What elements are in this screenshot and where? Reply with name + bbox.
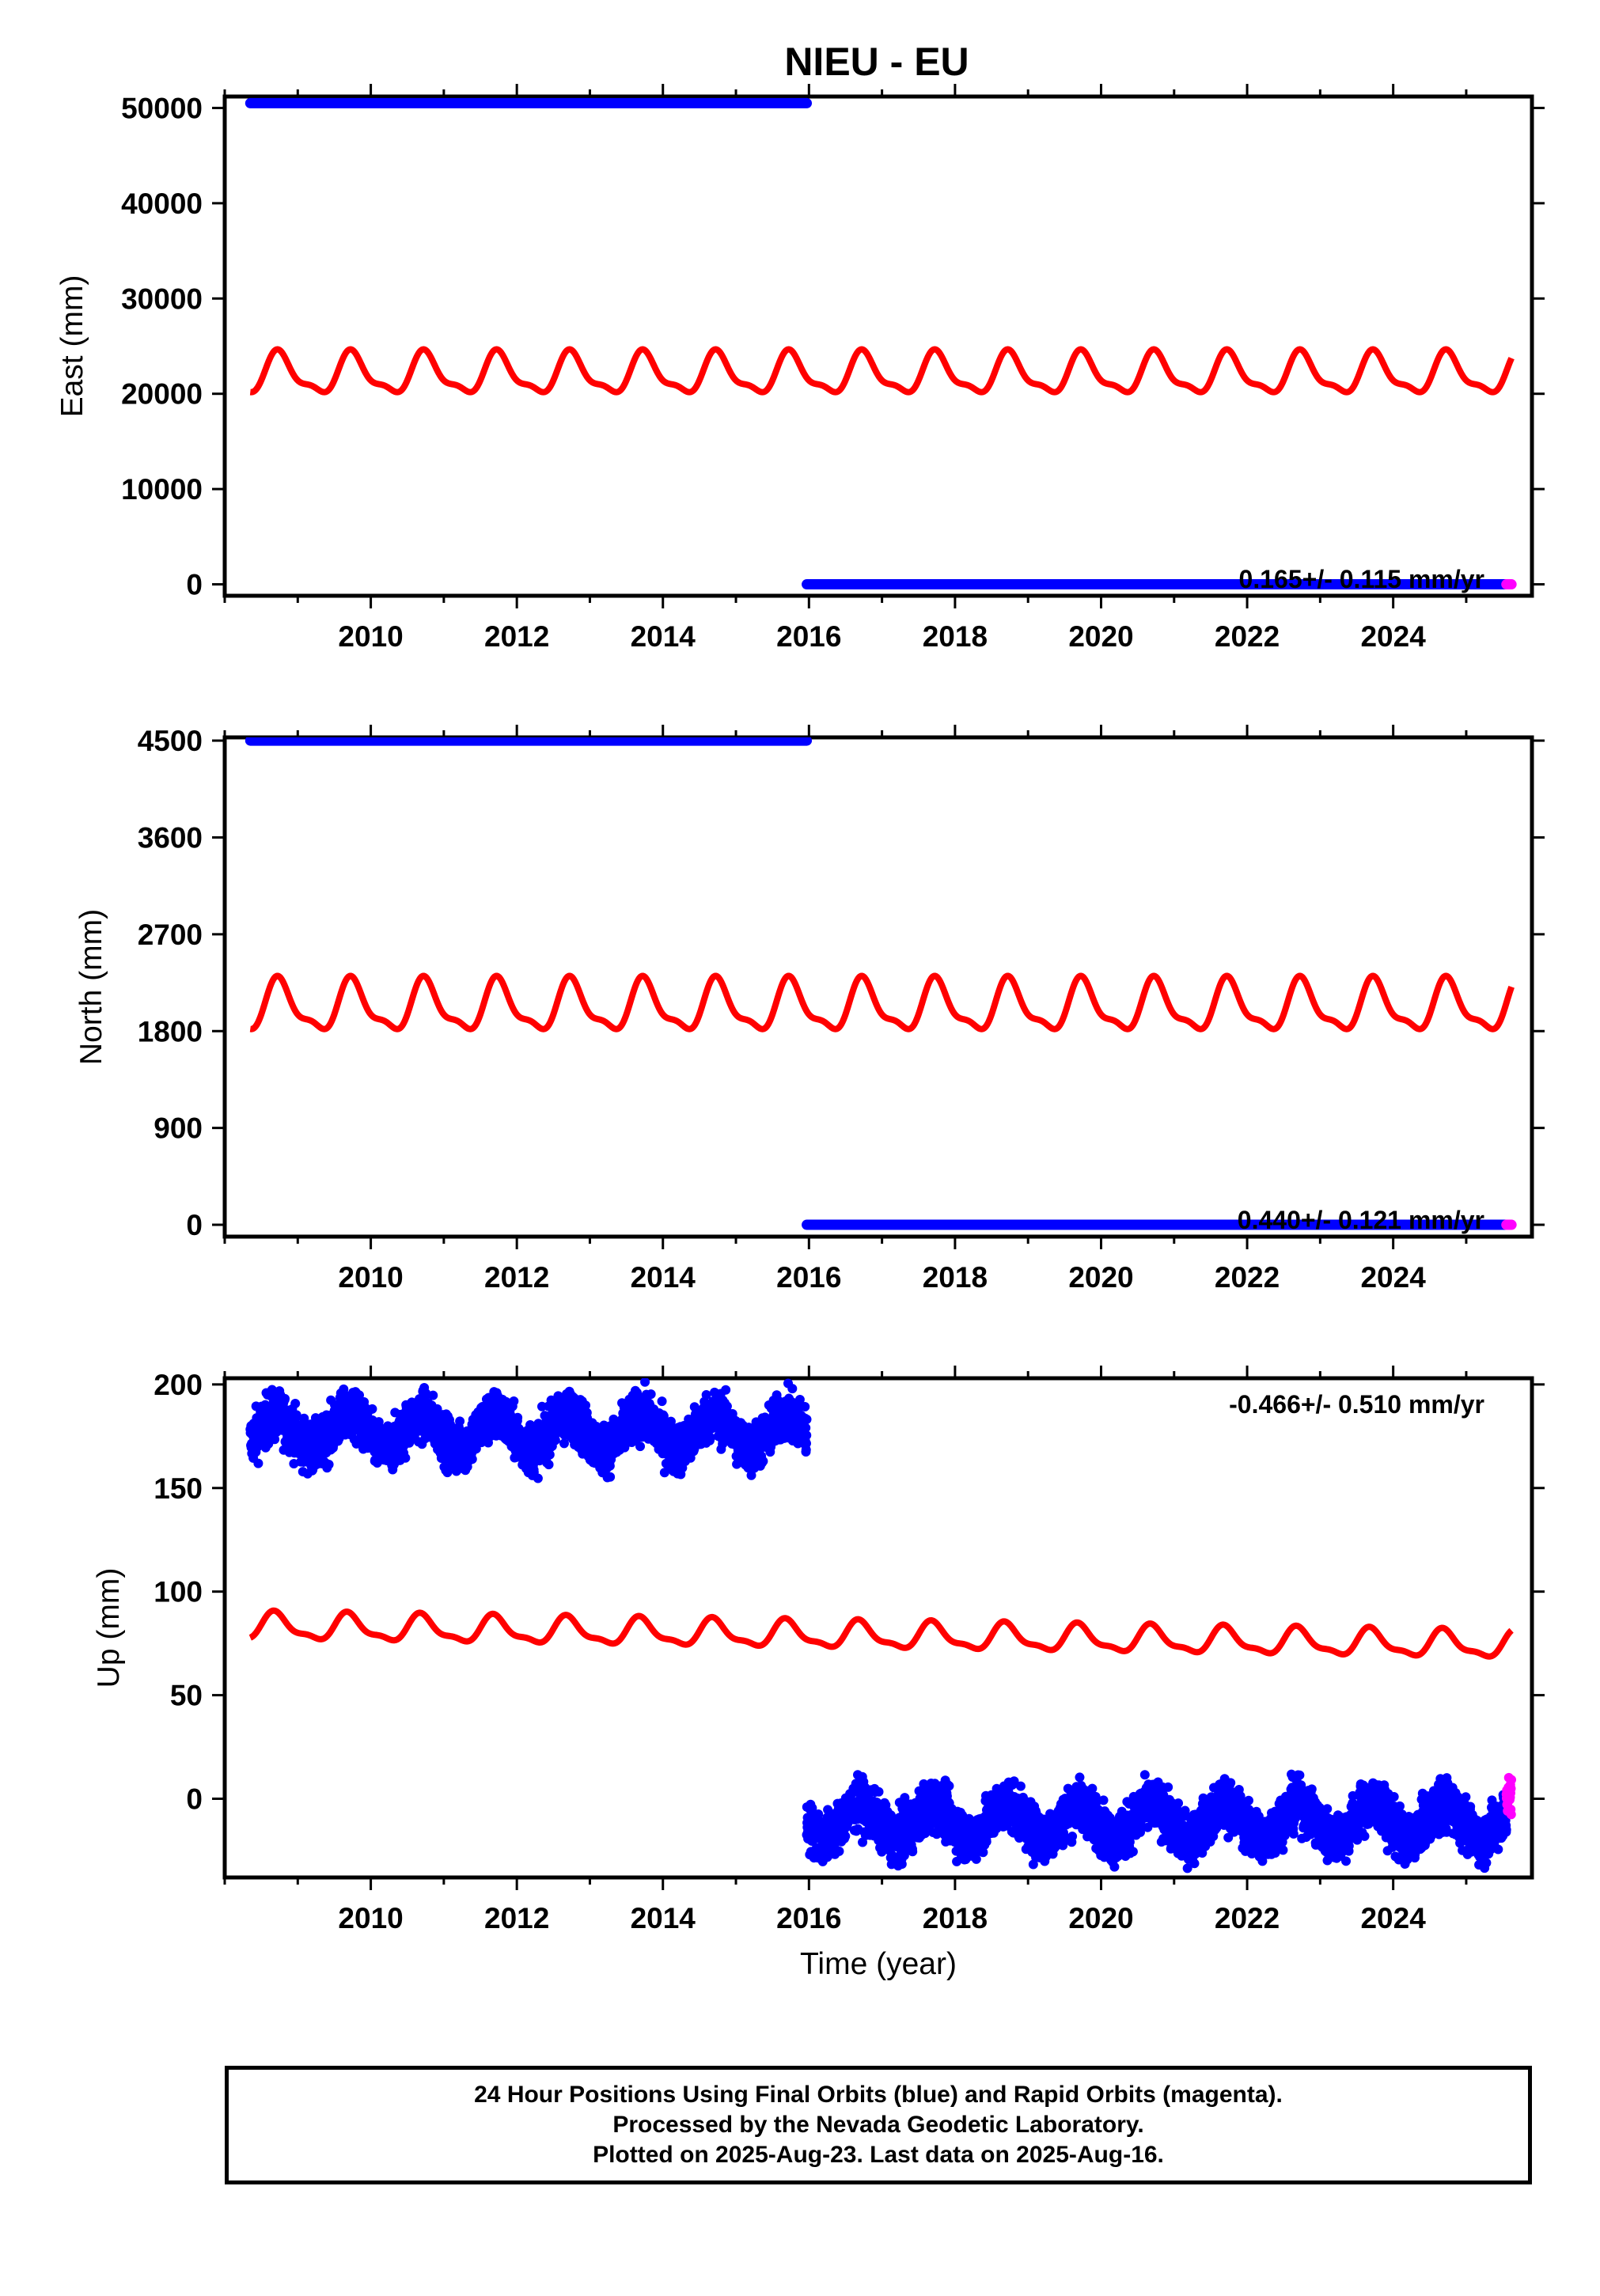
up-x-tick-label: 2018	[923, 1902, 988, 1934]
north-y-tick-label: 4500	[138, 725, 203, 757]
east-x-tick-label: 2022	[1215, 620, 1280, 653]
north-plot-frame	[222, 735, 1534, 1239]
up-data-layer	[245, 1378, 1517, 1874]
up-plot-frame	[222, 1376, 1534, 1880]
east-x-tick-label: 2024	[1360, 620, 1426, 653]
east-data-layer	[245, 97, 1517, 590]
east-rate-label: 0.165+/- 0.115 mm/yr	[1239, 565, 1484, 593]
panel-east: 2010 2012 2014 2016 2018 2020 2022 2024 0 10000 20…	[55, 84, 1545, 653]
east-x-tick-label: 2010	[338, 620, 403, 653]
north-x-tick-label: 2022	[1215, 1261, 1280, 1294]
panel-up: 2010 2012 2014 2016 2018 2020 2022 2024 0 50 100 15…	[92, 1366, 1545, 1981]
east-x-tick-label: 2012	[484, 620, 549, 653]
up-final-points	[802, 1769, 1511, 1874]
north-x-tick-label: 2018	[923, 1261, 988, 1294]
east-y-axis-title: East (mm)	[55, 275, 89, 418]
up-final-series-0	[245, 1378, 812, 1483]
east-y-tick-label: 10000	[121, 473, 203, 506]
north-y-tick-label: 900	[154, 1112, 203, 1145]
up-y-axis-title: Up (mm)	[92, 1568, 126, 1688]
north-data-layer	[245, 737, 1517, 1230]
up-y-tick-label: 150	[154, 1472, 203, 1505]
east-y-tick-label: 0	[186, 569, 203, 601]
north-x-tick-label: 2024	[1360, 1261, 1426, 1294]
up-y-tick-label: 100	[154, 1576, 203, 1608]
north-rate-label: 0.440+/- 0.121 mm/yr	[1238, 1206, 1484, 1234]
north-y-tick-label: 3600	[138, 821, 203, 854]
east-y-tick-label: 40000	[121, 188, 203, 220]
north-y-axis-title: North (mm)	[74, 909, 108, 1065]
north-y-tick-label: 1800	[138, 1015, 203, 1048]
up-x-tick-label: 2016	[776, 1902, 841, 1934]
north-x-tick-label: 2012	[484, 1261, 549, 1294]
x-axis-title: Time (year)	[800, 1947, 957, 1981]
north-x-tick-label: 2014	[631, 1261, 696, 1294]
footer-line-3: Plotted on 2025-Aug-23. Last data on 202…	[593, 2142, 1164, 2168]
up-x-tick-label: 2010	[338, 1902, 403, 1934]
east-y-tick-label: 30000	[121, 282, 203, 315]
panel-north: 2010 2012 2014 2016 2018 2020 2022 2024 0 900 1800…	[74, 725, 1545, 1294]
up-x-tick-label: 2012	[484, 1902, 549, 1934]
up-y-tick-label: 50	[170, 1680, 203, 1712]
up-model-curve	[248, 1607, 1515, 1660]
up-rate-label: -0.466+/- 0.510 mm/yr	[1229, 1390, 1484, 1419]
east-model-curve	[248, 346, 1515, 396]
east-x-tick-label: 2016	[776, 620, 841, 653]
north-x-tick-label: 2016	[776, 1261, 841, 1294]
up-y-tick-label: 0	[186, 1783, 203, 1816]
chart-title: NIEU - EU	[784, 40, 969, 84]
east-x-tick-label: 2014	[631, 620, 696, 653]
footer-line-1: 24 Hour Positions Using Final Orbits (bl…	[474, 2082, 1283, 2108]
footer-line-2: Processed by the Nevada Geodetic Laborat…	[612, 2112, 1144, 2138]
north-y-tick-label: 0	[186, 1209, 203, 1241]
north-x-tick-label: 2010	[338, 1261, 403, 1294]
up-x-tick-label: 2014	[631, 1902, 696, 1934]
north-x-tick-label: 2020	[1068, 1261, 1133, 1294]
east-y-tick-label: 20000	[121, 378, 203, 411]
up-final-series-1	[802, 1769, 1511, 1874]
up-x-tick-label: 2024	[1360, 1902, 1426, 1934]
east-x-tick-label: 2018	[923, 620, 988, 653]
up-y-tick-label: 200	[154, 1369, 203, 1401]
north-model-curve	[248, 972, 1515, 1032]
north-y-tick-label: 2700	[138, 919, 203, 951]
up-rapid-series	[1501, 1772, 1517, 1820]
up-x-tick-label: 2020	[1068, 1902, 1133, 1934]
up-final-points	[245, 1378, 812, 1483]
east-x-tick-label: 2020	[1068, 620, 1133, 653]
up-x-tick-label: 2022	[1215, 1902, 1280, 1934]
east-y-tick-label: 50000	[121, 92, 203, 124]
footer-note: 24 Hour Positions Using Final Orbits (bl…	[225, 2066, 1532, 2184]
east-plot-frame	[222, 94, 1534, 598]
